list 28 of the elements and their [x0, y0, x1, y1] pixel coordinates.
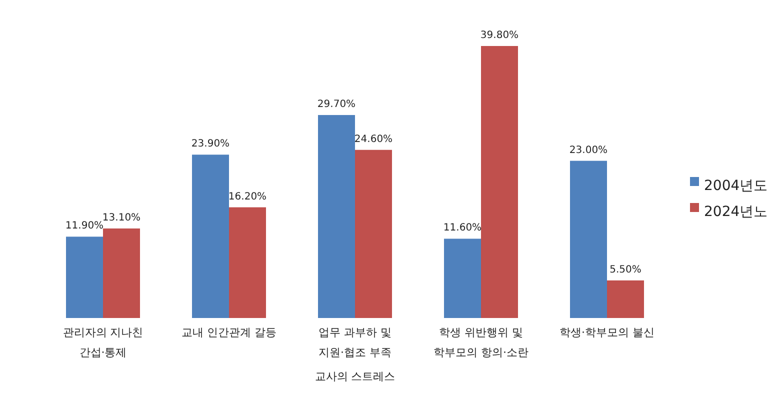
bar — [570, 160, 607, 318]
x-tick-label: 교내 인간관계 갈등 — [182, 326, 276, 339]
data-label: 16.20% — [228, 191, 267, 202]
bar — [444, 238, 481, 318]
x-axis-title: 교사의 스트레스 — [314, 370, 396, 383]
data-label: 23.90% — [191, 138, 230, 150]
x-tick-label: 업무 과부하 및 지원·협조 부족 — [318, 326, 392, 359]
bar — [192, 154, 229, 318]
data-label: 29.70% — [317, 99, 356, 110]
bar — [229, 207, 266, 318]
bar — [318, 115, 355, 318]
x-tick-label: 관리자의 지나친 간섭·통제 — [62, 326, 144, 359]
data-label: 5.50% — [610, 264, 642, 276]
x-tick-label: 학생·학부모의 불신 — [560, 326, 654, 339]
data-label: 39.80% — [480, 30, 519, 41]
x-tick-label: 학생 위반행위 및 학부모의 항의·소란 — [434, 326, 528, 359]
bar — [66, 236, 103, 318]
bar — [607, 280, 644, 318]
data-label: 13.10% — [102, 212, 141, 224]
bar — [355, 150, 392, 318]
legend-label: 2024년노 — [704, 204, 768, 220]
data-label: 11.60% — [443, 222, 482, 234]
data-label: 24.60% — [354, 134, 393, 145]
bar — [481, 46, 518, 318]
legend-label: 2004년도 — [704, 178, 768, 194]
data-label: 23.00% — [569, 144, 608, 156]
bar — [103, 228, 140, 318]
data-label: 11.90% — [65, 220, 104, 232]
